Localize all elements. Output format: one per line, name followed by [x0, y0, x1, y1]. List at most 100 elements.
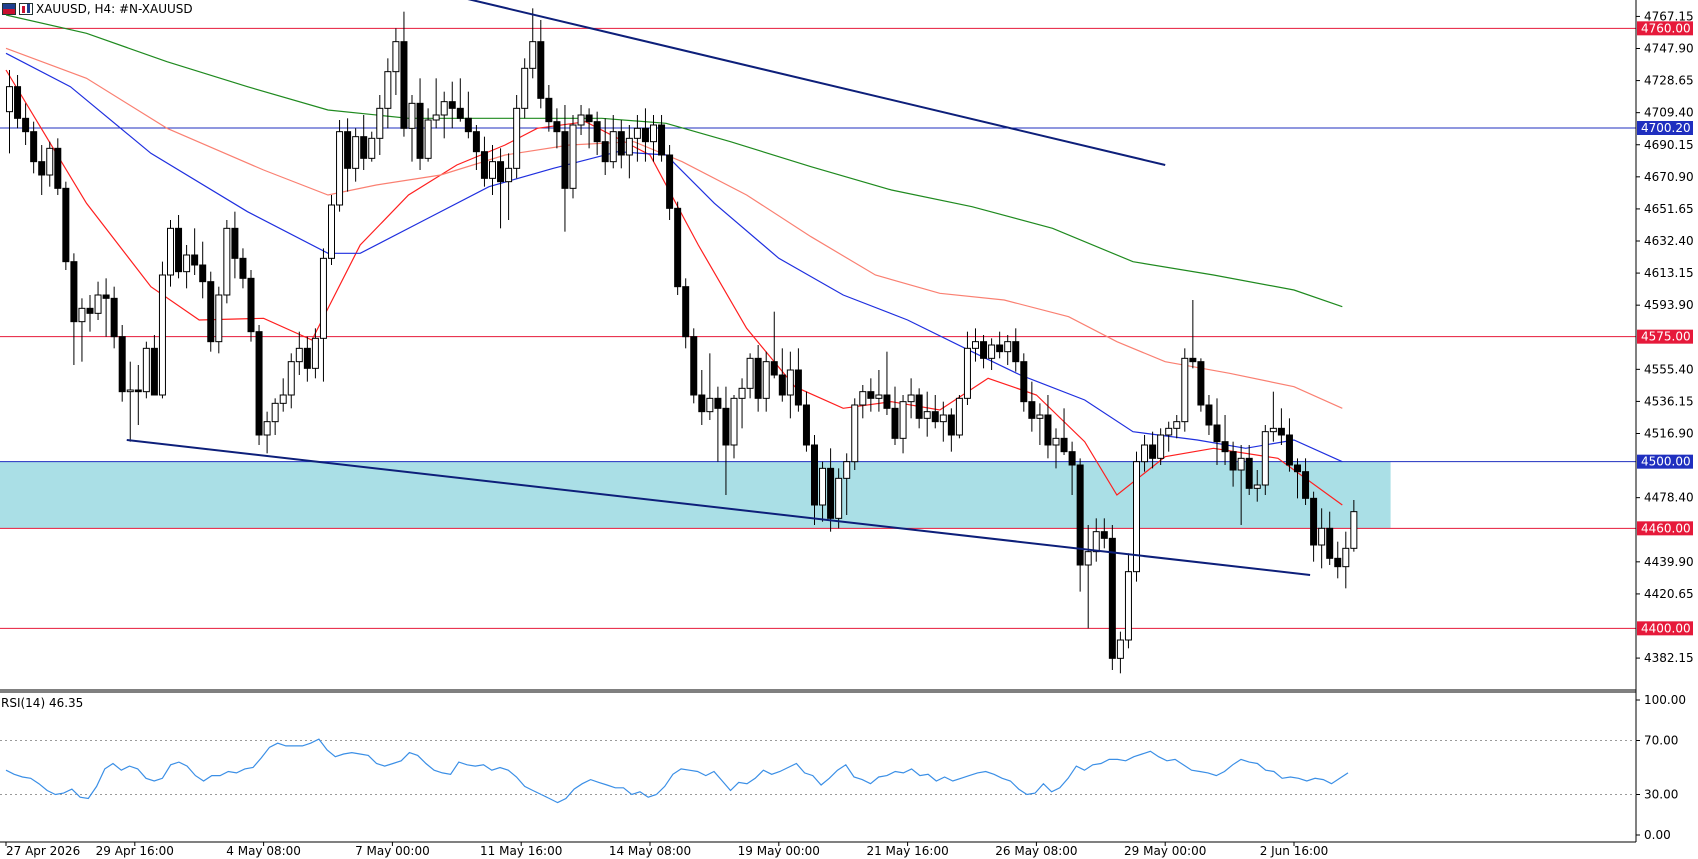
rsi-tick-label: 100.00 [1644, 693, 1686, 707]
candle [553, 108, 561, 149]
candle-body [328, 204, 335, 259]
candle [440, 91, 448, 139]
candle [996, 331, 1004, 359]
candle [1181, 348, 1189, 432]
candle-body [843, 461, 851, 479]
candle-body [569, 124, 577, 189]
candle-body [118, 336, 126, 393]
candle-body [923, 411, 931, 419]
ema-salmon [5, 47, 1343, 409]
price-level-tag [1637, 121, 1693, 135]
price-tick-label: 4536.15 [1644, 394, 1694, 408]
candle [1310, 491, 1318, 562]
candle-body [1020, 361, 1028, 403]
candle [1334, 541, 1342, 579]
candle-body [94, 294, 102, 314]
candle-body [319, 257, 327, 339]
candle [658, 115, 666, 162]
candle-body [336, 131, 344, 206]
candle-body [344, 131, 352, 169]
candle-body [1302, 471, 1310, 499]
candle-body [529, 41, 537, 69]
candle [891, 386, 899, 445]
candle-body [915, 394, 923, 419]
candle-body [947, 414, 955, 436]
candle [328, 195, 335, 265]
time-tick-label: 14 May 08:00 [609, 844, 691, 858]
candle [142, 341, 150, 399]
candle [641, 108, 649, 162]
price-tick-label: 4709.40 [1644, 106, 1694, 120]
candle [529, 8, 537, 79]
candle-body [102, 294, 110, 299]
candle [1124, 553, 1132, 649]
candle [738, 378, 746, 429]
candle-body [980, 341, 988, 359]
candle [794, 348, 802, 412]
candle [1084, 525, 1092, 629]
rsi-tick-label: 0.00 [1644, 828, 1671, 842]
candle [86, 295, 94, 332]
price-tick-label: 4728.65 [1644, 74, 1694, 88]
candle [802, 391, 810, 452]
candle-body [899, 401, 907, 439]
candle [963, 331, 971, 405]
candle-body [1141, 444, 1149, 463]
candle-body [1285, 434, 1293, 466]
candle-body [859, 391, 867, 406]
candle-body [955, 397, 963, 436]
price-level-tag [1637, 454, 1693, 469]
candle [62, 181, 70, 270]
candle-body [674, 207, 682, 288]
candle-body [827, 467, 835, 519]
candle-body [287, 361, 295, 396]
candle [1253, 470, 1261, 502]
candle-body [722, 407, 730, 446]
candle-body [480, 151, 488, 179]
candle-body [1229, 451, 1237, 471]
candle-body [400, 41, 408, 129]
time-tick-label: 26 May 08:00 [995, 844, 1077, 858]
candle [650, 115, 657, 162]
candle-body [698, 394, 706, 413]
candle [843, 453, 851, 515]
candle-body [1277, 427, 1285, 436]
candle-body [625, 137, 633, 156]
candle [344, 118, 352, 192]
candle-body [86, 307, 94, 314]
candle-body [593, 121, 601, 143]
candle-body [158, 274, 166, 396]
time-tick-label: 27 Apr 2026 [6, 844, 80, 858]
candle-body [609, 131, 617, 163]
candle [392, 28, 400, 95]
candle-body [464, 117, 472, 133]
candle [609, 115, 617, 169]
candle [1052, 428, 1060, 469]
price-tick-label: 4670.90 [1644, 170, 1694, 184]
candle [1044, 395, 1052, 459]
candle [617, 120, 625, 169]
candle [569, 115, 577, 199]
candle [352, 128, 360, 182]
candle-body [215, 294, 223, 343]
candle-body [996, 344, 1004, 353]
candle-body [730, 397, 738, 446]
candle [545, 85, 553, 132]
candle [167, 220, 174, 287]
candle [1020, 353, 1028, 412]
candle-body [1133, 461, 1140, 573]
price-tick-label: 4651.65 [1644, 202, 1694, 216]
candle [78, 298, 86, 362]
candle-body [682, 286, 690, 338]
candle [1189, 300, 1197, 369]
candle-body [1012, 341, 1020, 363]
candle-body [134, 389, 142, 393]
price-tick-label: 4632.40 [1644, 234, 1694, 248]
candle [980, 335, 988, 369]
time-tick-label: 19 May 00:00 [738, 844, 820, 858]
candle [368, 131, 376, 162]
candle-body [1253, 484, 1261, 489]
candle-body [271, 402, 279, 423]
candle [778, 348, 786, 402]
candle [6, 70, 13, 154]
